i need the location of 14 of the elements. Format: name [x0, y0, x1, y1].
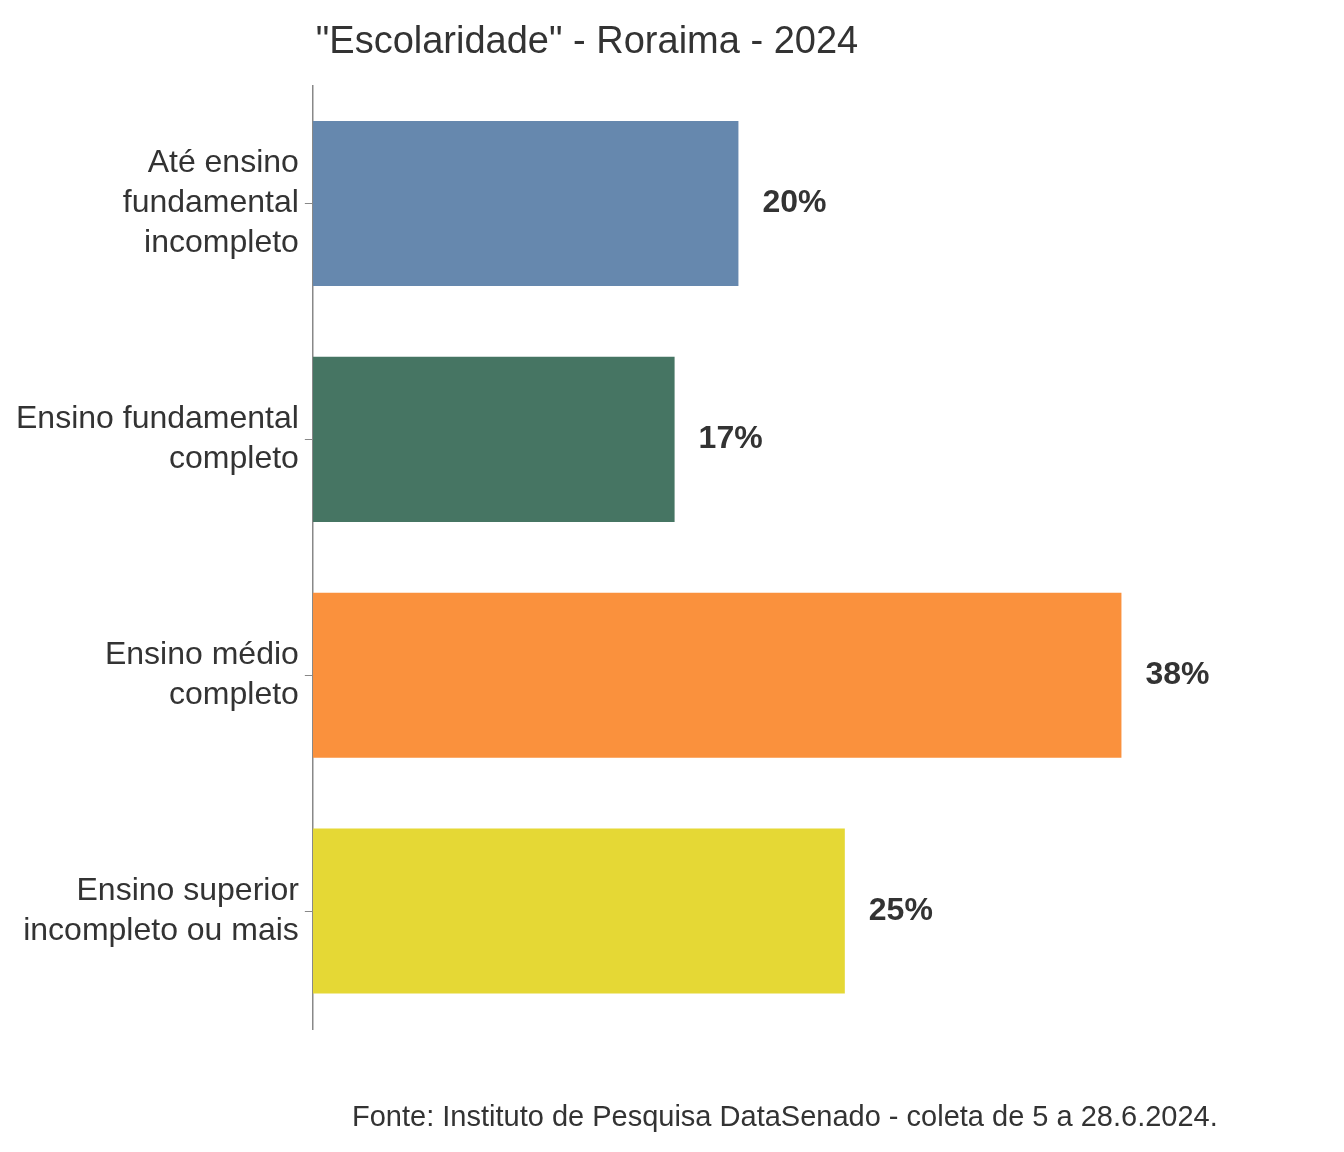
- source-note: Fonte: Instituto de Pesquisa DataSenado - coleta de 5 a 28.6.2024.: [352, 1100, 1218, 1133]
- bar: [312, 592, 1122, 758]
- data-label: 25%: [868, 890, 933, 927]
- bar: [312, 828, 845, 994]
- y-tick-label: Ensino fundamental completo: [16, 399, 299, 476]
- bar: [312, 120, 739, 287]
- y-tick-label: Até ensino fundamental incompleto: [122, 143, 299, 260]
- data-label: 38%: [1145, 655, 1210, 692]
- y-tick-label: Ensino médio completo: [104, 635, 299, 712]
- chart-title: "Escolaridade" - Roraima - 2024: [315, 19, 859, 62]
- y-tick-label: Ensino superior incompleto ou mais: [23, 870, 300, 947]
- data-label: 20%: [762, 183, 827, 220]
- bar: [312, 356, 675, 522]
- data-label: 17%: [698, 419, 763, 456]
